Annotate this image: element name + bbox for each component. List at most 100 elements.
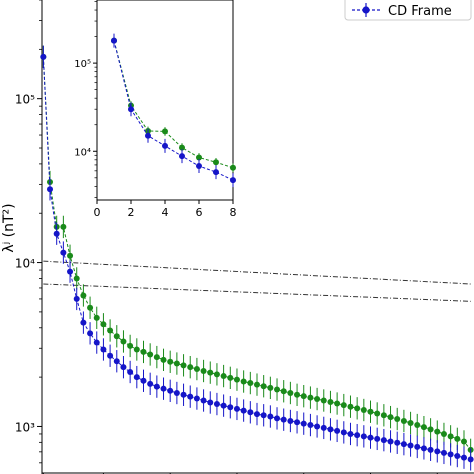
main-blue-data-point	[434, 448, 441, 455]
main-green-data-point	[113, 333, 120, 340]
inset-blue-data-point	[111, 37, 117, 44]
main-blue-data-point	[394, 439, 401, 446]
main-blue-data-point	[260, 412, 267, 419]
inset-y-ticks: 10⁴ 10⁵	[74, 1, 97, 198]
main-green-data-point	[340, 402, 347, 409]
main-green-data-point	[93, 314, 100, 321]
inset-blue-data-point	[179, 153, 185, 160]
legend: CD Frame	[344, 0, 472, 21]
main-green-data-point	[100, 321, 107, 328]
main-green-data-point	[314, 396, 321, 403]
main-green-data-point	[460, 438, 467, 445]
main-green-data-point	[287, 390, 294, 397]
main-blue-data-point	[253, 411, 260, 418]
main-blue-series-group	[40, 45, 474, 471]
main-blue-data-point	[147, 380, 154, 387]
reference-line-2	[43, 283, 471, 302]
inset-blue-data-point	[196, 163, 202, 170]
main-green-data-point	[440, 430, 447, 437]
main-green-data-point	[360, 407, 367, 414]
main-green-data-point	[387, 414, 394, 421]
main-blue-data-point	[360, 433, 367, 440]
main-blue-data-point	[454, 453, 461, 460]
main-blue-data-point	[120, 364, 127, 371]
main-green-data-point	[447, 433, 454, 440]
main-blue-data-point	[267, 413, 274, 420]
main-blue-data-point	[414, 443, 421, 450]
main-blue-data-point	[347, 430, 354, 437]
inset-blue-data-point	[213, 169, 219, 176]
main-blue-data-point	[400, 441, 407, 448]
main-blue-data-point	[107, 352, 114, 359]
inset-x-tick-label: 8	[230, 206, 237, 219]
main-blue-data-point	[354, 432, 361, 439]
main-green-data-point	[87, 304, 94, 311]
inset-green-data-point	[196, 154, 202, 161]
main-blue-data-point	[40, 53, 47, 60]
inset-y-tick-label: 10⁴	[74, 147, 91, 158]
main-green-data-point	[107, 327, 114, 334]
main-y-tick-label: 10³	[15, 420, 35, 434]
main-green-data-point	[247, 380, 254, 387]
main-blue-data-point	[100, 346, 107, 353]
main-blue-data-point	[93, 339, 100, 346]
main-blue-data-point	[180, 391, 187, 398]
inset-x-tick-label: 6	[196, 206, 203, 219]
main-green-data-point	[307, 394, 314, 401]
main-green-data-point	[420, 424, 427, 431]
main-blue-data-point	[447, 451, 454, 458]
main-blue-data-point	[300, 420, 307, 427]
main-blue-data-point	[153, 383, 160, 390]
main-green-series-group	[40, 45, 474, 462]
main-blue-data-point	[227, 404, 234, 411]
main-blue-data-point	[87, 330, 94, 337]
main-green-data-point	[140, 348, 147, 355]
inset-y-tick-label: 10⁵	[74, 59, 91, 70]
main-blue-data-point	[327, 426, 334, 433]
main-green-data-point	[80, 292, 87, 299]
main-green-data-point	[227, 374, 234, 381]
main-green-data-point	[434, 428, 441, 435]
main-blue-data-point	[287, 417, 294, 424]
main-blue-data-point	[127, 368, 134, 375]
main-blue-data-point	[160, 385, 167, 392]
main-blue-data-point	[427, 446, 434, 453]
main-green-data-point	[67, 252, 74, 259]
main-green-data-point	[160, 356, 167, 363]
main-blue-data-point	[73, 295, 80, 302]
inset-green-data-point	[179, 144, 185, 151]
main-green-data-point	[133, 346, 140, 353]
main-blue-data-point	[213, 401, 220, 408]
main-y-tick-label: 10⁴	[15, 257, 35, 271]
main-blue-data-point	[173, 390, 180, 397]
legend-label-cd-frame: CD Frame	[388, 4, 452, 19]
main-green-data-point	[327, 398, 334, 405]
main-green-data-point	[267, 384, 274, 391]
main-green-data-point	[73, 275, 80, 282]
main-green-data-point	[193, 366, 200, 373]
main-green-data-point	[187, 364, 194, 371]
main-blue-data-point	[307, 422, 314, 429]
main-green-data-point	[347, 403, 354, 410]
main-green-data-point	[334, 400, 341, 407]
main-blue-data-point	[380, 437, 387, 444]
main-green-data-point	[233, 376, 240, 383]
legend-box	[344, 0, 472, 21]
main-green-data-point	[414, 422, 421, 429]
main-blue-data-point	[420, 445, 427, 452]
main-y-tick-label: 10⁵	[15, 93, 35, 107]
main-blue-data-point	[53, 230, 60, 237]
main-blue-data-point	[334, 427, 341, 434]
main-blue-data-point	[387, 438, 394, 445]
main-blue-data-point	[113, 358, 120, 365]
inset-blue-series-line	[113, 40, 234, 181]
main-green-data-point	[207, 369, 214, 376]
main-y-axis-label: λʲ (nT²)	[1, 203, 17, 252]
main-green-data-point	[407, 419, 414, 426]
main-blue-data-point	[247, 409, 254, 416]
main-green-data-point	[180, 362, 187, 369]
main-blue-data-point	[80, 319, 87, 326]
inset-blue-data-point	[128, 106, 134, 113]
inset-x-tick-label: 4	[162, 206, 169, 219]
